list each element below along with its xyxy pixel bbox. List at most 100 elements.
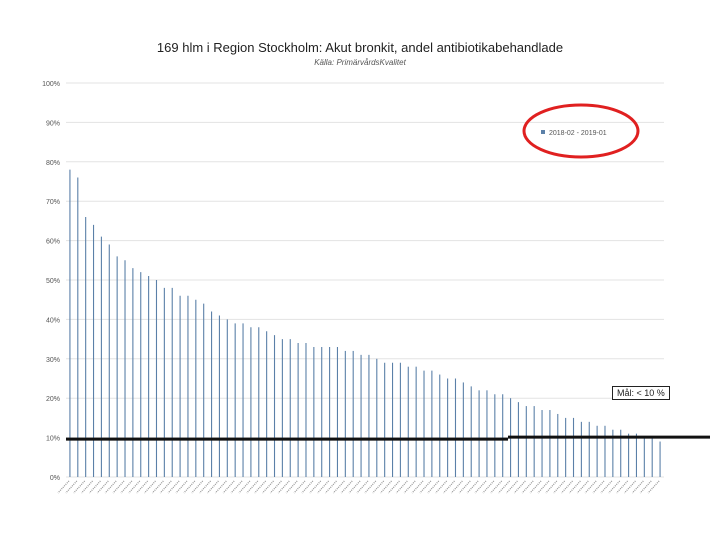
x-tick-label [96,480,109,494]
x-tick-label [537,480,550,494]
x-tick-label [206,480,219,494]
x-tick-label [608,480,621,494]
x-tick-label [254,480,267,494]
chart-subtitle: Källa: PrimärvårdsKvalitet [314,58,406,67]
x-tick-label [120,480,133,494]
y-tick-label: 70% [46,199,60,206]
x-tick-label [136,480,149,494]
x-tick-label [277,480,290,494]
x-tick-label [427,480,440,494]
x-tick-label [128,480,141,494]
x-tick-label [419,480,432,494]
x-tick-label [458,480,471,494]
x-tick-label [623,480,636,494]
x-tick-label [73,480,86,494]
x-tick-label [324,480,337,494]
y-tick-label: 80% [46,160,60,167]
x-tick-label [411,480,424,494]
y-tick-label: 100% [42,81,60,88]
x-tick-label [380,480,393,494]
x-tick-label [435,480,448,494]
x-tick-label [490,480,503,494]
x-tick-label [616,480,629,494]
y-tick-label: 60% [46,239,60,246]
x-tick-label [443,480,455,494]
y-tick-label: 10% [46,436,60,443]
x-tick-label [395,480,408,494]
x-tick-label [81,480,94,494]
x-tick-label [450,480,463,494]
legend-swatch [541,130,545,134]
goal-label: Mål: < 10 % [612,386,670,400]
x-tick-label [167,480,180,494]
x-tick-label [104,480,117,494]
legend-highlight-circle [522,103,640,159]
y-tick-label: 40% [46,317,60,324]
x-tick-label [356,480,369,494]
x-tick-label [65,480,78,494]
y-tick-label: 50% [46,278,60,285]
x-tick-label [466,480,479,494]
y-tick-label: 20% [46,396,60,403]
x-tick-label [175,480,188,494]
x-tick-label [151,480,164,494]
x-tick-label [647,480,660,494]
x-tick-label [309,480,322,494]
x-tick-label [191,480,204,494]
x-tick-label [112,480,125,494]
x-tick-label [521,480,534,494]
gridlines [66,82,664,478]
x-tick-label [88,480,101,494]
x-tick-label [529,480,542,494]
x-tick-label [238,480,251,494]
x-tick-label [144,480,156,494]
goal-line-group [66,435,710,441]
x-tick-label [505,480,518,494]
x-tick-label [631,480,644,494]
y-tick-label: 30% [46,357,60,364]
x-tick-label [545,480,558,494]
y-tick-label: 90% [46,120,60,127]
x-tick-label [230,480,243,494]
x-tick-label [317,480,330,494]
x-tick-label [584,480,597,494]
x-tick-label [214,480,227,494]
x-tick-label [474,480,487,494]
x-tick-label [199,480,212,494]
x-tick-label [561,480,573,494]
x-tick-label [159,480,172,494]
x-tick-labels [57,480,660,494]
x-tick-label [293,480,306,494]
x-tick-label [348,480,361,494]
x-tick-label [57,480,70,494]
x-tick-label [269,480,282,494]
x-tick-label [592,480,605,494]
x-tick-label [568,480,581,494]
x-tick-label [301,480,314,494]
x-tick-label [387,480,400,494]
x-tick-label [372,480,385,494]
bars [69,169,661,477]
x-tick-label [246,480,259,494]
x-tick-label [600,480,613,494]
legend: 2018-02 - 2019-01 [522,103,640,159]
x-tick-label [183,480,196,494]
y-tick-label: 0% [50,475,60,482]
legend-label: 2018-02 - 2019-01 [549,130,607,137]
x-tick-label [639,480,652,494]
chart-title: 169 hlm i Region Stockholm: Akut bronkit… [156,40,564,55]
x-tick-label [403,480,416,494]
y-axis: 0% 10% 20% 30% 40% 50% 60% 70% 80% 90% 100% [42,81,60,482]
x-tick-label [513,480,526,494]
x-tick-label [332,480,345,494]
x-tick-label [482,480,495,494]
x-tick-label [340,480,353,494]
x-tick-label [222,480,235,494]
x-tick-label [285,480,298,494]
x-tick-label [262,480,274,494]
x-tick-label [498,480,511,494]
x-tick-label [364,480,377,494]
x-tick-label [576,480,589,494]
x-tick-label [553,480,566,494]
